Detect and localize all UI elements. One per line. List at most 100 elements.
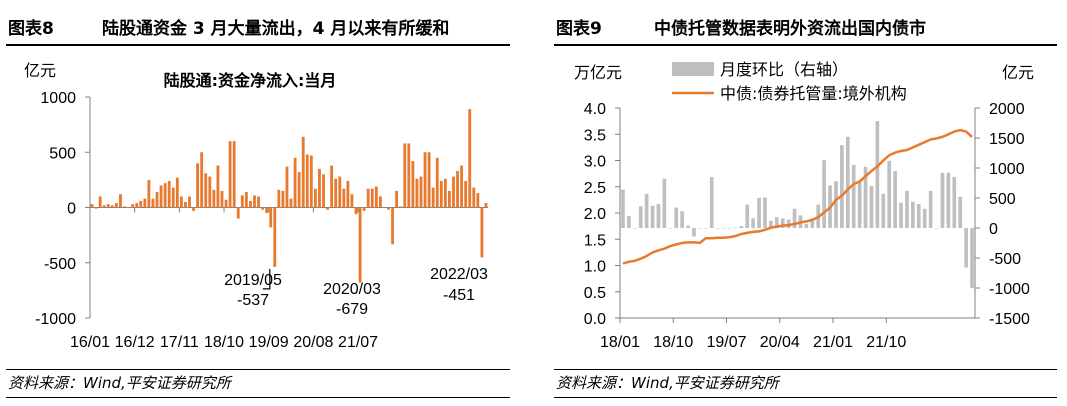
bar <box>928 190 933 228</box>
bar <box>851 165 856 228</box>
bar <box>309 155 313 208</box>
bar <box>698 228 702 229</box>
bar <box>916 204 921 228</box>
bar <box>326 207 330 210</box>
x-tick-label: 18/10 <box>653 334 693 351</box>
bar <box>439 180 443 208</box>
bar <box>318 168 321 208</box>
bar <box>253 195 256 208</box>
left-axis-unit: 万亿元 <box>574 63 622 82</box>
bar <box>192 207 195 211</box>
bar <box>228 141 232 208</box>
right-tick-label: -1500 <box>989 311 1030 328</box>
bar <box>484 203 488 208</box>
left-tick-label: 2.0 <box>584 206 606 223</box>
bar <box>391 207 394 245</box>
bar <box>774 217 779 228</box>
bar <box>456 171 459 208</box>
x-tick-label: 19/07 <box>706 334 746 351</box>
bar <box>940 172 945 228</box>
left-tick-label: 0.5 <box>584 285 606 302</box>
bar <box>175 177 179 208</box>
chart-bond-custody: 万亿元 亿元 月度环比（右轴） 中债:债券托管量:境外机构 4.0 3.5 3.0 2… <box>574 60 1034 351</box>
bar <box>346 180 350 208</box>
bar <box>875 121 880 228</box>
bar <box>257 196 260 208</box>
bar <box>934 228 939 229</box>
bar <box>621 189 625 228</box>
bar <box>240 195 244 208</box>
figure-header: 图表8 陆股通资金 3 月大量流出，4 月以来有所缓和 <box>6 0 510 46</box>
y-tick-label: -1000 <box>35 311 76 328</box>
bar <box>769 220 773 228</box>
left-tick-label: 1.0 <box>584 259 606 276</box>
bar <box>305 154 309 208</box>
annotation-date: 2022/03 <box>430 266 488 283</box>
bar <box>204 173 208 208</box>
bar <box>447 190 451 208</box>
x-tick-label: 20/08 <box>293 334 333 351</box>
bar <box>395 190 399 208</box>
bar <box>650 205 655 228</box>
bar <box>703 228 708 229</box>
bar <box>220 190 224 208</box>
bar <box>411 161 415 208</box>
bar <box>135 203 139 208</box>
bar <box>370 188 374 208</box>
bar <box>342 188 346 208</box>
bar <box>739 226 744 228</box>
legend: 月度环比（右轴） 中债:债券托管量:境外机构 <box>672 60 907 103</box>
bar <box>285 166 289 208</box>
bar <box>374 186 378 208</box>
bar <box>899 202 903 228</box>
bar <box>476 193 480 208</box>
bar <box>656 204 661 228</box>
figure-label: 图表9 <box>556 19 602 39</box>
bar <box>119 194 122 208</box>
bar <box>147 179 151 208</box>
bar <box>383 207 386 209</box>
bar <box>692 228 696 237</box>
bar <box>301 136 305 208</box>
bar <box>627 216 631 228</box>
bar <box>733 227 738 229</box>
right-tick-label: -1000 <box>989 281 1030 298</box>
bar <box>946 172 951 228</box>
figure-title: 中债托管数据表明外资流出国内债市 <box>654 19 926 39</box>
x-tick-label: 18/01 <box>600 334 640 351</box>
bar <box>123 206 126 208</box>
bar <box>857 181 862 228</box>
bar <box>236 207 240 219</box>
panel-right: 图表9 中债托管数据表明外资流出国内债市 万亿元 亿元 月度环比（右轴） 中债:… <box>548 0 1067 406</box>
bar <box>452 176 455 208</box>
bar <box>212 189 216 208</box>
annotation-date: 2020/03 <box>323 281 381 298</box>
bar <box>810 218 815 228</box>
bar <box>139 200 143 208</box>
bar <box>102 205 106 208</box>
y-tick-label: -500 <box>44 256 76 273</box>
bar <box>273 207 277 267</box>
bar <box>362 207 366 211</box>
bar <box>869 186 874 228</box>
bar <box>415 178 419 208</box>
series-line-custody <box>622 128 973 265</box>
bar <box>330 165 334 208</box>
bar <box>171 187 175 208</box>
x-tick-label: 19/09 <box>249 334 289 351</box>
x-tick-label: 20/04 <box>760 334 800 351</box>
panel-left: 图表8 陆股通资金 3 月大量流出，4 月以来有所缓和 陆股通:资金净流入:当月… <box>0 0 520 406</box>
bar <box>792 208 797 228</box>
bar <box>188 196 191 208</box>
bar <box>893 171 897 228</box>
x-tick-label: 21/07 <box>338 334 378 351</box>
bar <box>644 193 649 228</box>
bar <box>638 206 643 228</box>
x-tick-label: 16/12 <box>115 334 155 351</box>
bar <box>881 193 886 228</box>
x-tick-label: 21/01 <box>813 334 853 351</box>
bar <box>834 181 838 228</box>
left-tick-label: 0.0 <box>584 311 606 328</box>
bar <box>958 196 963 228</box>
bar <box>114 203 118 208</box>
